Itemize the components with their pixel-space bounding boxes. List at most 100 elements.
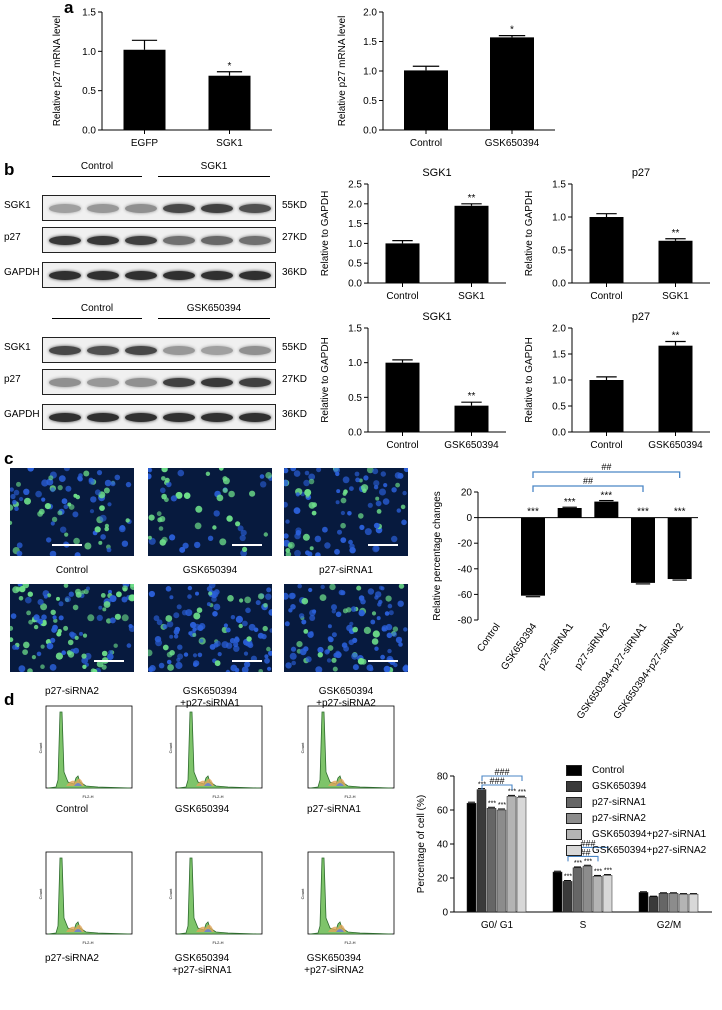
- nucleus: [69, 631, 75, 638]
- nucleus: [53, 618, 58, 623]
- nucleus: [268, 609, 272, 616]
- nucleus: [87, 614, 95, 622]
- nucleus: [56, 596, 60, 601]
- nucleus: [376, 616, 381, 621]
- nucleus: [243, 651, 249, 656]
- nucleus: [47, 593, 52, 598]
- significance-label: ***: [674, 507, 686, 518]
- nucleus: [26, 610, 31, 616]
- group-label: GSK650394: [186, 303, 242, 314]
- nucleus: [319, 594, 327, 601]
- y-axis-label: Percentage of cell (%): [416, 795, 427, 893]
- blot-band: [87, 378, 119, 387]
- y-tick-label: 20: [437, 874, 449, 885]
- nucleus: [153, 615, 160, 622]
- y-tick-label: 0: [442, 908, 448, 919]
- nucleus: [14, 506, 19, 511]
- nucleus: [207, 535, 214, 541]
- x-tick-label: p27-siRNA1: [536, 621, 576, 672]
- nucleus: [335, 500, 340, 505]
- nucleus: [52, 624, 58, 631]
- x-tick-label: Control: [410, 138, 442, 149]
- nucleus: [177, 644, 183, 650]
- nucleus: [391, 487, 397, 493]
- bracket-label: ###: [489, 776, 504, 786]
- bracket-label: ##: [583, 476, 593, 486]
- nucleus: [173, 634, 179, 639]
- blot-band: [125, 346, 157, 355]
- nucleus: [367, 588, 375, 595]
- nucleus: [363, 626, 371, 634]
- nucleus: [309, 609, 316, 617]
- nucleus: [403, 627, 408, 632]
- legend-label: Control: [592, 765, 625, 776]
- x-tick-label: Control: [475, 621, 503, 654]
- nucleus: [183, 492, 191, 499]
- y-tick-label: 1.0: [552, 213, 566, 224]
- nucleus: [285, 662, 292, 669]
- nucleus: [187, 594, 192, 599]
- g1-peak: [177, 857, 261, 935]
- nucleus: [233, 645, 240, 652]
- nucleus: [289, 592, 296, 599]
- legend-label: p27-siRNA2: [592, 813, 646, 824]
- nucleus: [44, 503, 52, 510]
- nucleus: [401, 519, 407, 526]
- nucleus: [403, 664, 408, 669]
- nucleus: [10, 520, 13, 525]
- nucleus: [395, 482, 400, 488]
- nucleus: [287, 541, 295, 549]
- nucleus: [403, 468, 408, 473]
- nucleus: [102, 607, 107, 612]
- nucleus: [284, 479, 289, 487]
- nucleus: [240, 529, 247, 536]
- nucleus: [160, 487, 166, 494]
- bar: [572, 867, 583, 913]
- nucleus: [18, 596, 24, 601]
- nucleus: [213, 589, 220, 595]
- bracket-label: ###: [575, 847, 590, 857]
- g1-peak: [309, 711, 393, 789]
- nucleus: [301, 597, 309, 605]
- nucleus: [161, 476, 166, 481]
- nucleus: [148, 468, 153, 473]
- nucleus: [327, 624, 332, 629]
- y-tick-label: 0.0: [552, 279, 566, 290]
- significance-bracket: [567, 855, 599, 862]
- scale-bar: [368, 660, 398, 662]
- nucleus: [326, 658, 332, 663]
- nucleus: [320, 584, 325, 590]
- nucleus: [378, 585, 383, 590]
- nucleus: [57, 510, 63, 516]
- significance-label: ***: [498, 802, 506, 809]
- nucleus: [67, 639, 74, 646]
- nucleus: [156, 619, 163, 626]
- significance-label: ***: [574, 860, 582, 867]
- nucleus: [380, 654, 385, 660]
- nucleus: [303, 479, 310, 487]
- nucleus: [37, 618, 44, 625]
- nucleus: [331, 604, 337, 611]
- nucleus: [121, 596, 128, 603]
- legend-item: p27-siRNA1: [566, 796, 646, 810]
- x-tick-label: GSK650394: [648, 440, 703, 451]
- flow-x-label: FL2-H: [344, 940, 355, 945]
- flow-histogram: Count FL2-H: [38, 705, 133, 799]
- micrograph-cells: [148, 468, 272, 556]
- chart-b4-p27-protein-gsk: p27 0.0 0.5 1.0 1.5 2.0 Relative to GAPDH Contr…: [524, 311, 710, 451]
- nucleus: [260, 481, 267, 488]
- nucleus: [337, 529, 342, 535]
- nucleus: [294, 549, 301, 556]
- nucleus: [352, 664, 359, 671]
- nucleus: [284, 468, 289, 474]
- blot-band: [163, 204, 195, 213]
- nucleus: [50, 521, 55, 526]
- nucleus: [309, 615, 316, 621]
- nucleus: [269, 628, 272, 633]
- flow-label: GSK650394: [174, 804, 230, 815]
- nucleus: [385, 623, 393, 631]
- group-underline: [158, 176, 270, 177]
- nucleus: [317, 652, 323, 658]
- legend-item: GSK650394+p27-siRNA1: [566, 828, 706, 842]
- nucleus: [109, 595, 117, 603]
